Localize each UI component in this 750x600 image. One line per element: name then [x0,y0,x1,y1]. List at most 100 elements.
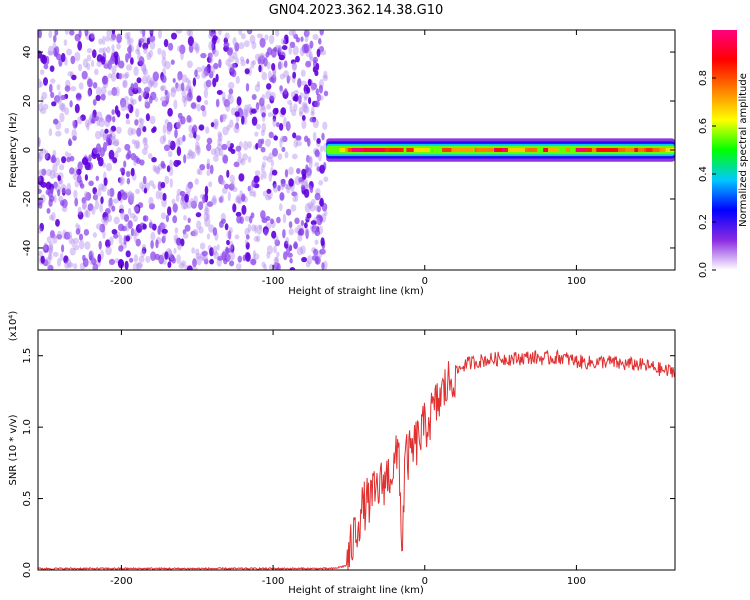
heatmap-cell [176,237,182,246]
top-x-axis-label: Height of straight line (km) [288,286,424,297]
heatmap-cell [43,63,49,70]
heatmap-cell [136,44,140,53]
heatmap-cell [47,50,54,56]
heatmap-cell [272,115,277,122]
heatmap-cell [252,59,257,66]
heatmap-cell [38,78,42,89]
heatmap-cell [192,77,197,87]
heatmap-cell [92,232,97,238]
heatmap-cell [53,181,58,189]
snr-series-line [38,349,675,570]
heatmap-cell [39,222,44,232]
heatmap-cell [208,41,214,51]
heatmap-cell [302,103,308,113]
heatmap-cell [283,251,288,261]
heatmap-cell [309,40,314,49]
heatmap-cell [50,156,57,164]
heatmap-cell [216,90,223,95]
heatmap-cell [288,228,295,236]
heatmap-cell [95,94,101,102]
heatmap-peak [413,148,430,152]
heatmap-cell [90,60,95,67]
heatmap-cell [318,95,324,101]
heatmap-cell [300,36,304,42]
heatmap-cell [184,193,189,203]
heatmap-cell [124,71,130,78]
heatmap-cell [232,37,237,46]
heatmap-cell [143,47,148,54]
heatmap-cell [213,49,219,57]
heatmap-cell [305,30,311,36]
heatmap-cell [103,220,108,226]
heatmap-cell [66,182,71,192]
heatmap-cell [167,206,172,216]
heatmap-cell [77,116,83,125]
heatmap-cell [164,94,170,101]
heatmap-cell [194,69,198,78]
heatmap-cell [127,31,131,39]
heatmap-cell [266,251,271,259]
heatmap-cell [213,251,219,260]
heatmap-cell [152,164,157,172]
heatmap-cell [114,150,119,159]
heatmap-cell [227,94,234,105]
heatmap-peak [517,148,538,152]
heatmap-cell [107,90,113,96]
heatmap-cell [311,198,316,205]
heatmap-cell [108,133,113,139]
heatmap-cell [218,174,224,185]
heatmap-cell [91,113,95,124]
heatmap-cell [132,215,138,222]
heatmap-cell [88,117,93,126]
heatmap-cell [305,156,312,163]
heatmap-cell [237,157,244,164]
heatmap-cell [323,210,328,217]
heatmap-cell [288,30,295,36]
heatmap-cell [263,264,267,270]
heatmap-cell [176,254,182,264]
heatmap-cell [316,214,322,221]
heatmap-cell [304,179,309,190]
heatmap-cell [77,161,83,171]
heatmap-cell [148,222,153,229]
heatmap-cell [50,91,55,99]
heatmap-cell [49,169,56,180]
heatmap-cell [257,138,263,149]
heatmap-cell [223,99,230,108]
heatmap-cell [78,233,84,241]
heatmap-cell [154,96,159,102]
heatmap-cell [186,60,193,69]
snr-frame [37,329,676,571]
heatmap-cell [314,229,321,237]
heatmap-cell [92,49,97,59]
heatmap-cell [53,194,57,203]
heatmap-cell [129,212,136,219]
heatmap-cell [188,30,193,38]
heatmap-cell [42,244,49,254]
heatmap-cell [298,111,303,117]
heatmap-cell [141,35,147,44]
heatmap-cell [277,44,282,54]
heatmap-cell [105,162,113,172]
heatmap-cell [323,70,328,79]
heatmap-peak [647,148,660,152]
heatmap-cell [287,75,292,81]
heatmap-cell [220,194,225,203]
x-tick-label: 0 [422,276,428,287]
heatmap-cell [71,120,76,127]
colorbar-tick-label: 0.4 [698,166,709,182]
bottom-x-axis: -200 -100 0 100 [110,330,586,587]
heatmap-cell [316,48,321,58]
heatmap-cell [199,242,206,250]
heatmap-cell [299,47,305,57]
heatmap-cell [183,215,187,221]
heatmap-cell [279,85,283,92]
heatmap-cell [258,52,266,60]
heatmap-cell [106,46,111,54]
heatmap-cell [98,183,105,191]
heatmap-cell [113,216,120,225]
heatmap-cell [128,86,135,97]
heatmap-cell [53,47,57,57]
heatmap-cell [244,40,250,48]
heatmap-cell [187,36,194,47]
